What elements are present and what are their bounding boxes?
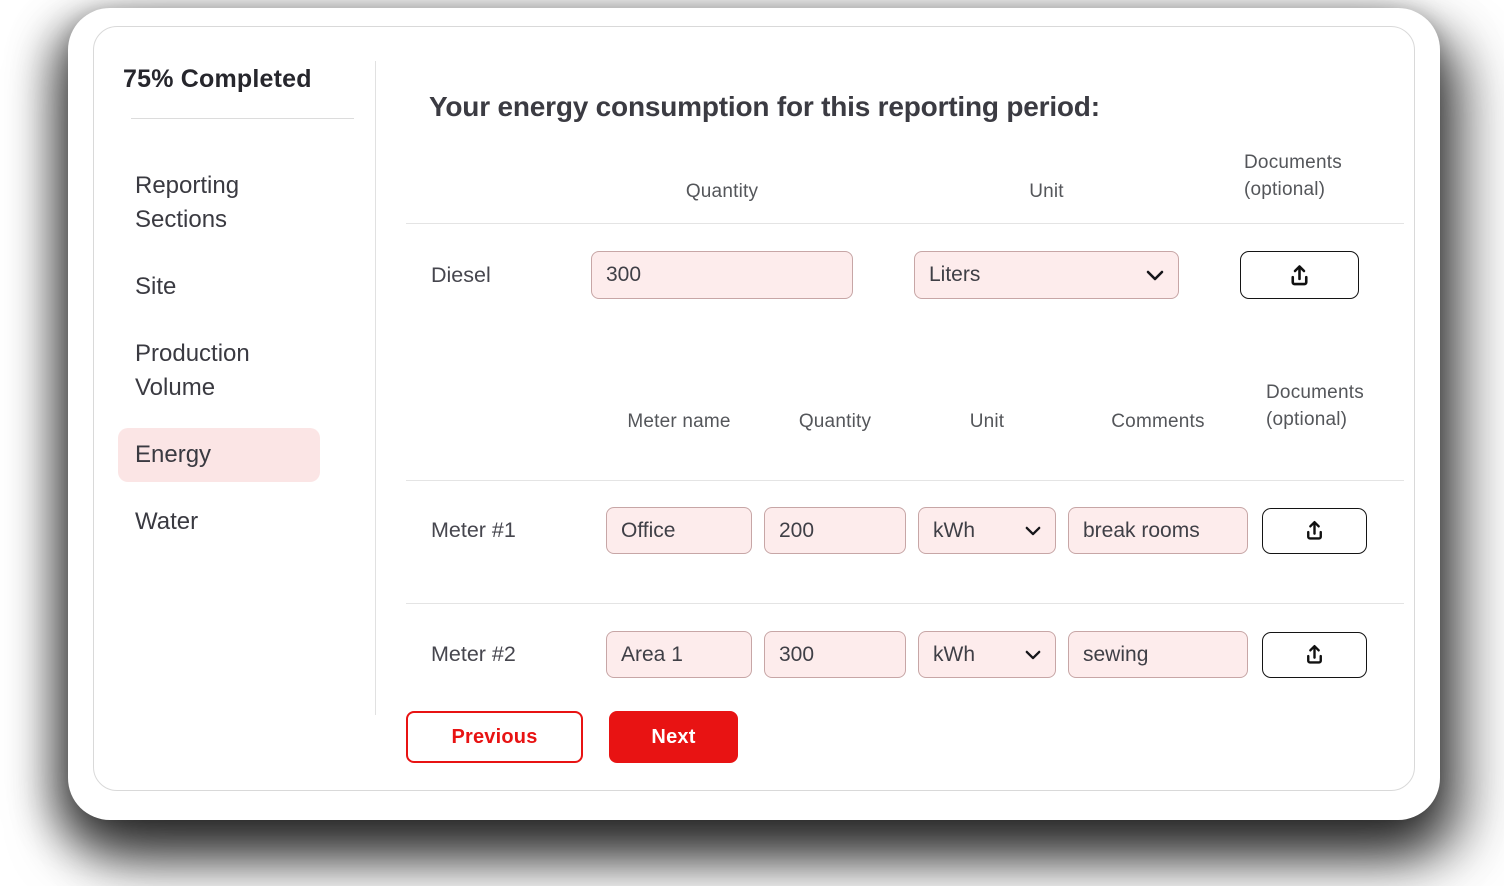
meter2-unit-value: kWh: [933, 642, 975, 666]
meter2-upload-button[interactable]: [1262, 631, 1367, 678]
meter2-unit-select[interactable]: kWh: [918, 631, 1056, 678]
previous-button[interactable]: Previous: [406, 711, 583, 763]
sidebar-nav: Reporting Sections Site Production Volum…: [106, 159, 376, 549]
upload-icon: [1302, 518, 1327, 543]
fuel-table-divider: [406, 223, 1404, 224]
meter-header-documents: Documents (optional): [1266, 382, 1364, 430]
form-navigation: Previous Next: [406, 711, 1404, 763]
meter-header-quantity: Quantity: [798, 411, 872, 432]
fuel-header-unit: Unit: [1029, 181, 1064, 202]
sidebar-item-production-volume[interactable]: Production Volume: [135, 340, 250, 401]
chevron-down-icon: [1146, 270, 1164, 281]
meter-row-2: Meter #2 kWh: [406, 604, 1404, 678]
main-content: Your energy consumption for this reporti…: [376, 27, 1414, 790]
sidebar: 75% Completed Reporting Sections Site Pr…: [94, 27, 376, 790]
diesel-quantity-input[interactable]: [591, 251, 853, 299]
diesel-unit-value: Liters: [929, 263, 981, 286]
meter2-quantity-input[interactable]: [764, 631, 906, 678]
fuel-row-diesel: Diesel Liters: [406, 224, 1404, 299]
meter2-comments-input[interactable]: [1068, 631, 1248, 678]
meter-header-name: Meter name: [627, 411, 731, 432]
app-card: 75% Completed Reporting Sections Site Pr…: [68, 8, 1440, 820]
upload-icon: [1286, 262, 1313, 289]
meter-row-label: Meter #1: [431, 518, 516, 542]
sidebar-item-site[interactable]: Site: [135, 273, 177, 300]
meter2-name-input[interactable]: [606, 631, 752, 678]
meter-table-header: Meter name Quantity Unit Comments Docume…: [406, 379, 1404, 433]
fuel-row-label: Diesel: [431, 262, 491, 287]
page-title: Your energy consumption for this reporti…: [429, 91, 1100, 122]
fuel-table-header: Quantity Unit Documents (optional): [406, 149, 1404, 203]
sidebar-divider: [131, 118, 354, 119]
meter-table-divider-1: [406, 480, 1404, 481]
next-button[interactable]: Next: [609, 711, 738, 763]
meter-table-divider-2: [406, 603, 1404, 604]
form-panel: 75% Completed Reporting Sections Site Pr…: [93, 26, 1415, 791]
meter1-quantity-input[interactable]: [764, 507, 906, 554]
diesel-upload-button[interactable]: [1240, 251, 1359, 299]
sidebar-vertical-divider: [375, 61, 376, 715]
upload-icon: [1302, 642, 1327, 667]
fuel-header-documents: Documents (optional): [1244, 152, 1342, 200]
meter-header-comments: Comments: [1111, 411, 1205, 432]
meter1-unit-select[interactable]: kWh: [918, 507, 1056, 554]
chevron-down-icon: [1025, 526, 1041, 536]
progress-label: 75% Completed: [123, 65, 312, 93]
sidebar-item-reporting-sections[interactable]: Reporting Sections: [135, 172, 240, 233]
fuel-header-quantity: Quantity: [685, 181, 759, 202]
meter1-name-input[interactable]: [606, 507, 752, 554]
sidebar-item-water[interactable]: Water: [135, 508, 199, 535]
meter-row-1: Meter #1 kWh: [406, 481, 1404, 554]
diesel-unit-select[interactable]: Liters: [914, 251, 1179, 299]
meter1-comments-input[interactable]: [1068, 507, 1248, 554]
meter-header-unit: Unit: [969, 411, 1005, 432]
meter-row-label: Meter #2: [431, 642, 516, 666]
meter1-unit-value: kWh: [933, 518, 975, 542]
chevron-down-icon: [1025, 650, 1041, 660]
sidebar-item-energy[interactable]: Energy: [118, 428, 320, 482]
meter1-upload-button[interactable]: [1262, 507, 1367, 554]
